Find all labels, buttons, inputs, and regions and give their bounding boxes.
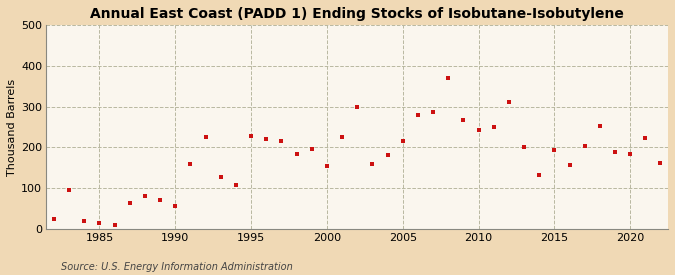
Point bbox=[49, 217, 59, 221]
Point bbox=[382, 153, 393, 157]
Point bbox=[428, 110, 439, 114]
Point bbox=[473, 128, 484, 132]
Point bbox=[246, 134, 256, 138]
Point bbox=[595, 124, 605, 128]
Point bbox=[443, 76, 454, 80]
Point bbox=[261, 137, 271, 141]
Point bbox=[63, 188, 74, 192]
Point bbox=[306, 147, 317, 152]
Title: Annual East Coast (PADD 1) Ending Stocks of Isobutane-Isobutylene: Annual East Coast (PADD 1) Ending Stocks… bbox=[90, 7, 624, 21]
Point bbox=[200, 135, 211, 139]
Point bbox=[549, 148, 560, 153]
Point bbox=[185, 162, 196, 166]
Point bbox=[488, 125, 499, 129]
Point bbox=[155, 197, 165, 202]
Point bbox=[655, 160, 666, 165]
Point bbox=[291, 152, 302, 156]
Point bbox=[398, 139, 408, 144]
Text: Source: U.S. Energy Information Administration: Source: U.S. Energy Information Administ… bbox=[61, 262, 292, 272]
Point bbox=[579, 144, 590, 148]
Point bbox=[625, 152, 636, 156]
Point bbox=[94, 221, 105, 225]
Point bbox=[79, 219, 90, 223]
Point bbox=[231, 183, 242, 187]
Point bbox=[276, 139, 287, 144]
Point bbox=[518, 145, 529, 150]
Point bbox=[412, 112, 423, 117]
Point bbox=[140, 194, 151, 199]
Point bbox=[337, 135, 348, 139]
Point bbox=[458, 117, 468, 122]
Y-axis label: Thousand Barrels: Thousand Barrels bbox=[7, 78, 17, 175]
Point bbox=[124, 200, 135, 205]
Point bbox=[564, 163, 575, 167]
Point bbox=[170, 204, 181, 208]
Point bbox=[34, 224, 45, 228]
Point bbox=[215, 175, 226, 179]
Point bbox=[367, 162, 378, 166]
Point bbox=[321, 164, 332, 168]
Point bbox=[352, 104, 362, 109]
Point bbox=[640, 136, 651, 141]
Point bbox=[109, 223, 120, 227]
Point bbox=[610, 150, 620, 155]
Point bbox=[534, 173, 545, 177]
Point bbox=[504, 100, 514, 104]
